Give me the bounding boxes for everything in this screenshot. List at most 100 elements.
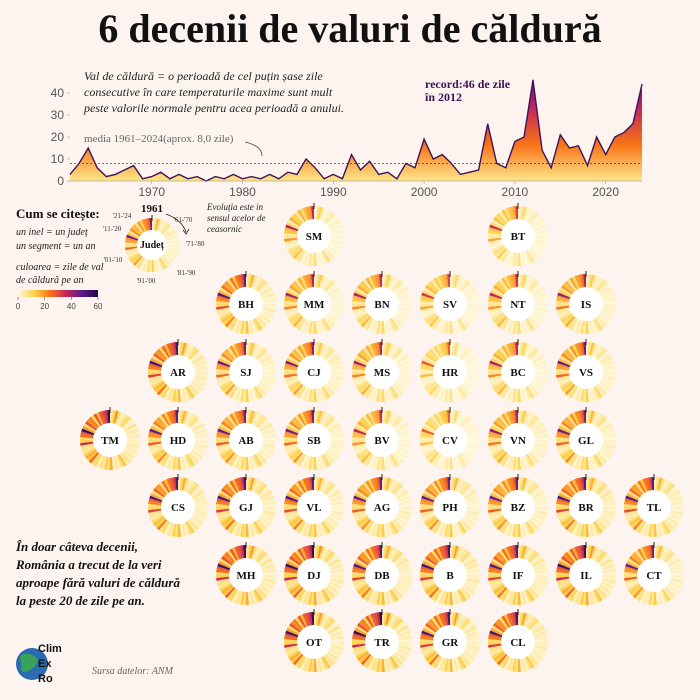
ring-segment (395, 449, 407, 460)
ring-segment (447, 341, 450, 356)
ring-segment (396, 581, 410, 590)
ring-segment (308, 274, 313, 288)
ring-segment (330, 295, 344, 301)
ring-segment (156, 258, 163, 271)
ring-segment (352, 643, 366, 648)
ring-segment (284, 440, 298, 443)
ring-segment (287, 448, 300, 457)
ring-segment (422, 648, 436, 657)
ring-segment (627, 558, 640, 567)
ring-segment (324, 551, 336, 563)
ring-segment (531, 284, 543, 295)
ring-segment (262, 307, 276, 313)
ring-segment (326, 214, 338, 226)
ring-segment (558, 289, 572, 298)
county-code: AG (374, 502, 391, 514)
ring-segment (489, 646, 503, 654)
ring-segment (124, 448, 137, 457)
ring-segment (506, 546, 514, 560)
ring-hole (569, 287, 603, 321)
ring-segment (569, 318, 578, 331)
ring-segment (528, 212, 540, 224)
ring-segment (188, 384, 200, 396)
ring-segment (466, 569, 480, 574)
ring-segment (532, 242, 546, 251)
ring-segment (193, 444, 207, 452)
ring-segment (556, 369, 570, 372)
ring-segment (357, 487, 369, 498)
ring-segment (651, 544, 654, 559)
ring-segment (518, 658, 521, 673)
ring-segment (466, 304, 481, 307)
ring-segment (460, 384, 472, 396)
ring-segment (583, 591, 586, 606)
ring-segment (420, 510, 434, 516)
ring-segment (382, 611, 385, 626)
ring-segment (169, 388, 175, 402)
ring-segment (360, 416, 372, 428)
ring-segment (453, 342, 459, 356)
ring-segment (81, 428, 95, 436)
ring-segment (488, 510, 502, 516)
ring-segment (261, 308, 275, 316)
ring-segment (231, 454, 240, 468)
ring-segment (386, 387, 394, 401)
legend-period: '91-'00 (137, 277, 156, 285)
ring-segment (534, 372, 549, 375)
ring-segment (186, 454, 195, 467)
ring-segment (580, 523, 585, 537)
ring-segment (487, 304, 502, 307)
ring-segment (496, 483, 508, 495)
ring-segment (217, 428, 231, 436)
ring-segment (430, 588, 441, 600)
ring-segment (285, 579, 299, 587)
ring-segment (648, 477, 653, 491)
ring-segment (556, 572, 570, 575)
ring-segment (524, 614, 533, 628)
ring-segment (596, 348, 608, 360)
ring-segment (355, 287, 368, 296)
ring-segment (498, 520, 509, 532)
ring-segment (191, 516, 203, 527)
ring-segment (524, 208, 533, 222)
ring-segment (463, 622, 475, 633)
ring-segment (259, 555, 271, 566)
ring-segment (353, 376, 367, 384)
ring-segment (124, 446, 138, 455)
ring-segment (392, 519, 404, 531)
ring-segment (357, 622, 369, 633)
ring-segment (559, 490, 572, 499)
ring-segment (154, 517, 166, 529)
ring-segment (254, 480, 263, 493)
ring-segment (506, 613, 514, 627)
ring-segment (283, 572, 298, 575)
ring-segment (390, 413, 399, 426)
ring-segment (328, 312, 341, 321)
ring-segment (252, 454, 261, 468)
ring-segment (583, 477, 586, 491)
ring-segment (294, 279, 305, 291)
ring-segment (421, 360, 435, 368)
ring-segment (493, 420, 505, 431)
ring-segment (488, 431, 502, 437)
ring-segment (391, 453, 402, 465)
ring-segment (383, 612, 388, 626)
ring-segment (221, 516, 233, 527)
ring-segment (466, 363, 480, 369)
ring-segment (566, 279, 577, 291)
ring-segment (460, 348, 472, 360)
ring-segment (234, 343, 242, 357)
ring (215, 474, 277, 538)
ring-segment (226, 317, 237, 329)
ring-segment (398, 569, 412, 574)
ring-segment (556, 298, 570, 303)
ring-segment (219, 423, 232, 432)
ring-segment (590, 319, 598, 333)
ring-segment (216, 443, 230, 449)
ring-segment (559, 583, 572, 592)
direction-note: ceasornic (207, 224, 242, 234)
ring-segment (494, 450, 506, 462)
ring-segment (506, 455, 514, 469)
ring-segment (190, 450, 202, 462)
ring-segment (489, 511, 503, 519)
